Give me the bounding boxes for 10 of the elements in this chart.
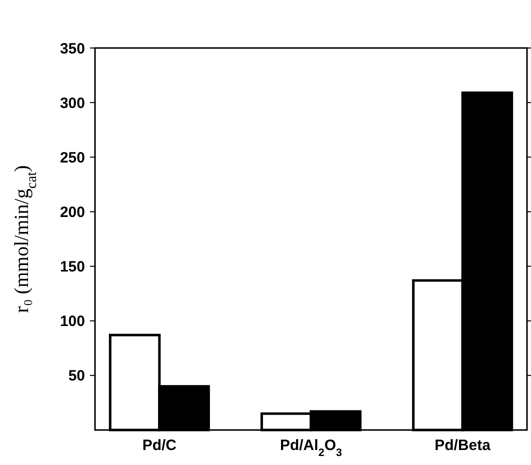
y-tick-label: 150 [60, 258, 85, 276]
y-tick-label: 250 [60, 149, 85, 166]
y-tick-label: 100 [60, 313, 85, 330]
y-tick-label: 350 [60, 40, 85, 58]
x-tick-label: Pd/Al$_{2}$O$_{3}$ [280, 437, 342, 459]
y-tick-label: 50 [68, 368, 85, 385]
x-tick-label: Pd/Beta [434, 437, 492, 454]
y-tick-label: 300 [60, 94, 85, 112]
x-tick-label: Pd/C [142, 437, 177, 454]
y-tick-label: 200 [60, 204, 85, 221]
